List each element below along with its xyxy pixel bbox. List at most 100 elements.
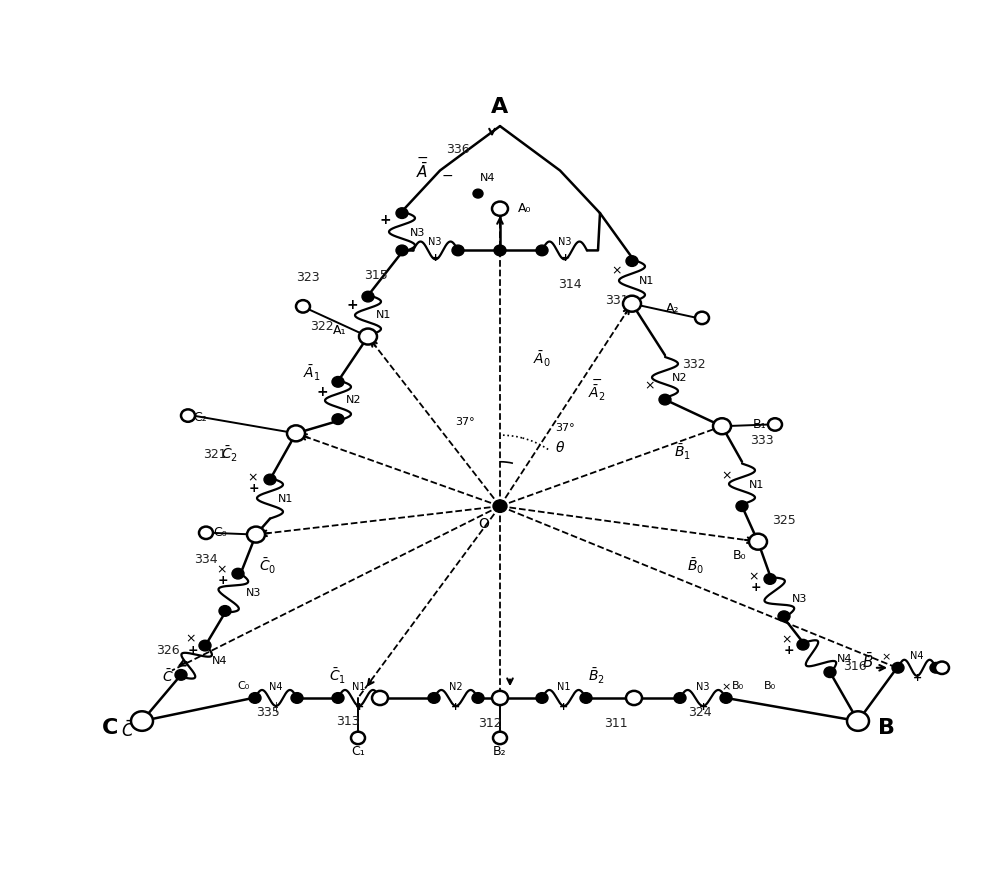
- Text: N4: N4: [269, 682, 283, 693]
- Circle shape: [768, 418, 782, 431]
- Text: +: +: [188, 644, 198, 656]
- Text: +: +: [751, 582, 761, 594]
- Text: B₀: B₀: [732, 680, 744, 691]
- Text: N1: N1: [352, 682, 366, 693]
- Text: 37°: 37°: [455, 416, 475, 427]
- Text: ×: ×: [217, 564, 227, 576]
- Circle shape: [452, 245, 464, 256]
- Circle shape: [580, 693, 592, 703]
- Text: N2: N2: [346, 395, 362, 406]
- Text: B₀: B₀: [733, 550, 747, 562]
- Text: $\bar{C}_1$: $\bar{C}_1$: [329, 667, 347, 686]
- Text: $\bar{C}_0$: $\bar{C}_0$: [259, 557, 277, 576]
- Text: +: +: [559, 702, 569, 712]
- Text: N3: N3: [410, 227, 426, 238]
- Circle shape: [362, 329, 374, 339]
- Circle shape: [494, 245, 506, 256]
- Text: +: +: [354, 702, 364, 712]
- Text: ×: ×: [722, 470, 732, 482]
- Circle shape: [695, 312, 709, 324]
- Circle shape: [473, 189, 483, 198]
- Circle shape: [892, 662, 904, 673]
- Circle shape: [626, 691, 642, 705]
- Text: +: +: [379, 213, 391, 227]
- Circle shape: [720, 693, 732, 703]
- Text: ×: ×: [721, 682, 731, 693]
- Text: −: −: [592, 374, 602, 386]
- Text: $\bar{A}$: $\bar{A}$: [416, 162, 428, 181]
- Circle shape: [659, 394, 671, 405]
- Text: 334: 334: [194, 553, 218, 566]
- Text: $\bar{C}_2$: $\bar{C}_2$: [221, 445, 239, 464]
- Circle shape: [764, 574, 776, 584]
- Text: 316: 316: [843, 660, 867, 672]
- Text: B₁: B₁: [753, 418, 767, 431]
- Circle shape: [797, 639, 809, 650]
- Circle shape: [291, 693, 303, 703]
- Text: $\bar{B}_2$: $\bar{B}_2$: [588, 667, 604, 686]
- Circle shape: [249, 693, 261, 703]
- Circle shape: [296, 300, 310, 313]
- Text: C: C: [102, 718, 118, 738]
- Text: N3: N3: [558, 236, 572, 247]
- Circle shape: [199, 640, 211, 651]
- Text: −: −: [416, 151, 428, 165]
- Circle shape: [362, 291, 374, 302]
- Text: B₀: B₀: [764, 680, 776, 691]
- Text: ×: ×: [749, 571, 759, 583]
- Circle shape: [428, 693, 440, 703]
- Circle shape: [935, 662, 949, 674]
- Text: ×: ×: [782, 634, 792, 646]
- Circle shape: [713, 418, 731, 434]
- Circle shape: [181, 409, 195, 422]
- Circle shape: [493, 500, 507, 512]
- Circle shape: [396, 208, 408, 218]
- Circle shape: [492, 691, 508, 705]
- Text: N1: N1: [376, 310, 392, 321]
- Text: C₂: C₂: [193, 411, 207, 424]
- Text: 323: 323: [296, 271, 320, 283]
- Text: +: +: [249, 482, 259, 495]
- Text: N4: N4: [910, 651, 924, 662]
- Text: 325: 325: [772, 514, 796, 527]
- Text: $\bar{C}$: $\bar{C}$: [121, 720, 135, 741]
- Circle shape: [674, 693, 686, 703]
- Text: θ: θ: [556, 441, 564, 456]
- Text: N3: N3: [428, 236, 442, 247]
- Circle shape: [372, 691, 388, 705]
- Text: B₂: B₂: [493, 745, 507, 757]
- Text: ×: ×: [186, 633, 196, 646]
- Text: N4: N4: [212, 655, 228, 666]
- Text: N4: N4: [837, 654, 853, 664]
- Text: N4: N4: [480, 172, 496, 183]
- Text: 335: 335: [256, 706, 280, 718]
- Text: +: +: [912, 672, 922, 683]
- Text: N3: N3: [246, 588, 262, 599]
- Text: +: +: [430, 252, 440, 263]
- Circle shape: [847, 711, 869, 731]
- Text: +: +: [698, 702, 708, 712]
- Circle shape: [493, 732, 507, 744]
- Circle shape: [626, 256, 638, 266]
- Text: −: −: [441, 169, 453, 183]
- Circle shape: [736, 501, 748, 511]
- Text: 321: 321: [203, 448, 227, 461]
- Text: 333: 333: [750, 434, 774, 447]
- Circle shape: [778, 611, 790, 622]
- Circle shape: [396, 245, 408, 256]
- Text: C₁: C₁: [351, 745, 365, 757]
- Text: +: +: [218, 575, 228, 587]
- Circle shape: [824, 667, 836, 678]
- Circle shape: [332, 414, 344, 424]
- Text: |: |: [274, 702, 278, 712]
- Text: +: +: [784, 645, 794, 657]
- Text: N1: N1: [639, 276, 655, 287]
- Text: ×: ×: [248, 472, 258, 484]
- Text: N2: N2: [449, 682, 463, 693]
- Text: 311: 311: [604, 718, 628, 730]
- Text: N3: N3: [792, 593, 808, 604]
- Circle shape: [623, 296, 641, 312]
- Circle shape: [332, 693, 344, 703]
- Text: N1: N1: [749, 480, 765, 490]
- Text: N2: N2: [672, 373, 688, 384]
